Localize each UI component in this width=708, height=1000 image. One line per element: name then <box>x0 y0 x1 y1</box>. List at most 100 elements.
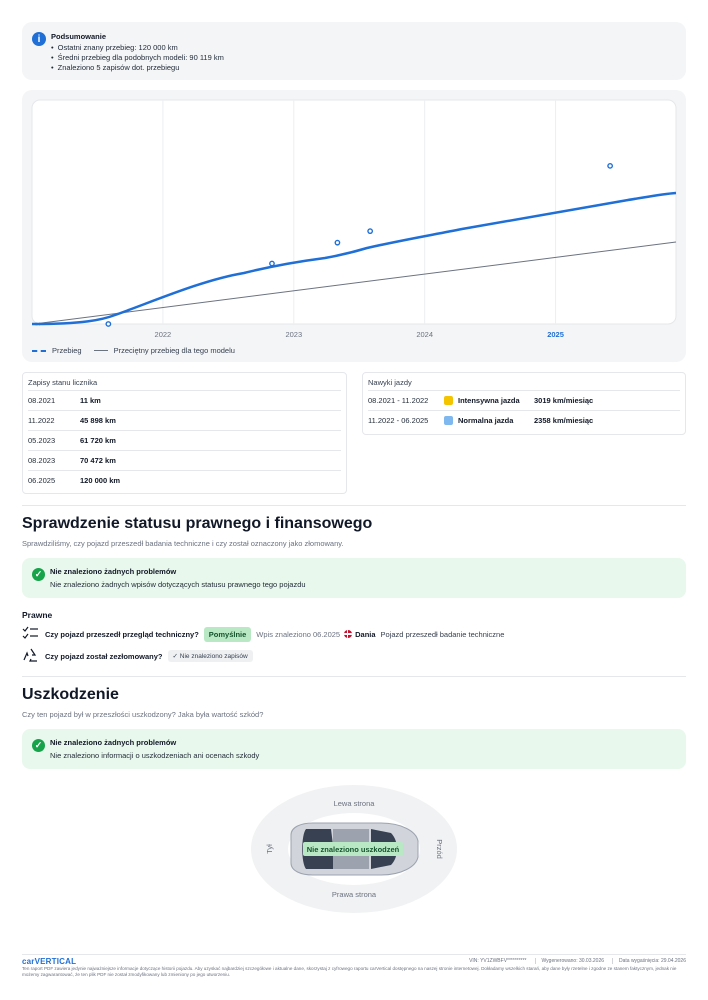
summary-list: Ostatni znany przebieg: 120 000 km Średn… <box>51 43 224 73</box>
section-divider <box>22 676 686 677</box>
inspection-question: Czy pojazd przeszedł przegląd techniczny… <box>45 629 199 639</box>
mileage-chart: 2022 2023 2024 2025 <box>31 99 677 339</box>
habits-title: Nawyki jazdy <box>368 378 412 387</box>
side-left-label: Lewa strona <box>334 799 376 808</box>
scrap-row: Czy pojazd został zezłomowany? ✓ Nie zna… <box>22 648 253 664</box>
checklist-icon <box>22 626 38 639</box>
reading-date: 08.2021 <box>28 395 56 405</box>
scrap-status-text: Nie znaleziono zapisów <box>179 653 248 660</box>
legend-mileage-swatch <box>32 349 46 352</box>
scrap-status-badge: ✓ Nie znaleziono zapisów <box>167 650 253 662</box>
legal-ok-card: ✓ Nie znaleziono żadnych problemów Nie z… <box>22 558 686 598</box>
legal-ok-text: Nie znaleziono żadnych wpisów dotyczącyc… <box>50 580 306 589</box>
mileage-point <box>269 260 275 267</box>
legal-section-title: Prawne <box>22 610 53 620</box>
x-tick-label: 2024 <box>416 330 433 339</box>
reading-value: 11 km <box>80 395 101 405</box>
legend-avg-swatch <box>93 350 108 351</box>
checkmark-icon: ✓ <box>172 653 180 660</box>
reading-value: 45 898 km <box>80 415 116 425</box>
mileage-point <box>367 228 374 235</box>
inspection-note: Pojazd przeszedł badanie techniczne <box>380 629 505 639</box>
habit-label: Intensywna jazda <box>458 395 520 405</box>
mileage-line <box>33 191 677 326</box>
check-circle-icon: ✓ <box>32 739 45 752</box>
footer-expires: Data wygaśnięcia: 29.04.2026 <box>612 958 686 964</box>
damage-diagram: Lewa strona Prawa strona Tył Przód Nie z… <box>251 785 457 913</box>
legal-subtitle: Sprawdziliśmy, czy pojazd przeszedł bada… <box>22 539 344 548</box>
x-tick-label: 2022 <box>155 330 172 339</box>
mileage-point <box>334 239 341 246</box>
habit-rate: 3019 km/miesiąc <box>534 395 594 405</box>
info-icon: i <box>32 32 46 46</box>
reading-value: 61 720 km <box>80 435 116 445</box>
odometer-readings-table: Zapisy stanu licznika 08.2021 11 km 11.2… <box>22 372 347 494</box>
no-damage-badge-bg <box>303 842 403 856</box>
carvertical-logo: carVERTICAL <box>22 957 77 966</box>
summary-item: Ostatni znany przebieg: 120 000 km <box>51 43 224 53</box>
habit-label: Normalna jazda <box>458 415 514 425</box>
reading-value: 70 472 km <box>80 455 116 465</box>
summary-title: Podsumowanie <box>51 32 107 41</box>
chart-points <box>105 162 614 327</box>
habit-rate: 2358 km/miesiąc <box>534 415 594 425</box>
chart-legend: Przebieg Przeciętny przebieg dla tego mo… <box>32 346 235 355</box>
damage-ok-text: Nie znaleziono informacji o uszkodzeniac… <box>50 751 260 760</box>
rear-label: Tył <box>265 844 274 854</box>
table-row: 11.2022 - 06.2025 Normalna jazda 2358 km… <box>368 410 680 430</box>
footer-vin: VIN: YV1ZWBFV********** <box>469 958 527 964</box>
table-row: 06.2025 120 000 km <box>28 470 341 490</box>
front-label: Przód <box>435 839 444 859</box>
summary-item: Znaleziono 5 zapisów dot. przebiegu <box>51 63 224 73</box>
habit-range: 08.2021 - 11.2022 <box>368 395 429 405</box>
table-row: 08.2021 - 11.2022 Intensywna jazda 3019 … <box>368 390 680 410</box>
recycle-icon <box>23 648 37 662</box>
scrap-question: Czy pojazd został zezłomowany? <box>45 651 163 661</box>
legal-ok-title: Nie znaleziono żadnych problemów <box>50 567 177 576</box>
reading-date: 06.2025 <box>28 475 56 485</box>
inspection-found: Wpis znaleziono 06.2025 <box>256 629 341 639</box>
habit-range: 11.2022 - 06.2025 <box>368 415 429 425</box>
damage-subtitle: Czy ten pojazd był w przeszłości uszkodz… <box>22 710 264 719</box>
reading-date: 11.2022 <box>28 415 55 425</box>
section-divider <box>22 505 686 506</box>
avg-mileage-line <box>33 241 677 325</box>
footer-disclaimer: Ten raport PDF zawiera jedynie najważnie… <box>22 966 677 977</box>
table-row: 08.2021 11 km <box>28 390 341 410</box>
normal-swatch <box>444 415 453 425</box>
table-row: 08.2023 70 472 km <box>28 450 341 470</box>
inspection-row: Czy pojazd przeszedł przegląd techniczny… <box>22 626 504 642</box>
footer-generated: Wygenerowano: 30.03.2026 <box>534 958 604 964</box>
footer-meta: VIN: YV1ZWBFV********** Wygenerowano: 30… <box>469 958 686 964</box>
chart-x-ticks: 2022 2023 2024 2025 <box>155 330 564 339</box>
intensive-swatch <box>444 395 453 405</box>
mileage-chart-card: 2022 2023 2024 2025 Przebieg Przeciętny prz… <box>22 90 686 362</box>
inspection-country: Dania <box>355 629 376 639</box>
denmark-flag-icon <box>344 630 353 638</box>
side-right-label: Prawa strona <box>332 890 377 899</box>
readings-title: Zapisy stanu licznika <box>28 378 98 387</box>
footer-divider <box>22 954 686 955</box>
chart-plot-frame <box>31 99 677 325</box>
damage-ok-card: ✓ Nie znaleziono żadnych problemów Nie z… <box>22 729 686 769</box>
no-damage-badge: Nie znaleziono uszkodzeń <box>307 845 400 854</box>
reading-date: 08.2023 <box>28 455 56 465</box>
summary-card: i Podsumowanie Ostatni znany przebieg: 1… <box>22 22 686 80</box>
inspection-status-badge: Pomyślnie <box>203 626 252 642</box>
damage-ok-title: Nie znaleziono żadnych problemów <box>50 738 177 747</box>
reading-value: 120 000 km <box>80 475 121 485</box>
legend-mileage-label: Przebieg <box>52 346 82 355</box>
x-tick-label: 2025 <box>547 330 564 339</box>
legal-heading: Sprawdzenie statusu prawnego i finansowe… <box>22 515 373 532</box>
x-tick-label: 2023 <box>285 330 302 339</box>
table-row: 05.2023 61 720 km <box>28 430 341 450</box>
mileage-point <box>607 162 614 169</box>
legend-avg-label: Przeciętny przebieg dla tego modelu <box>113 346 235 355</box>
damage-heading: Uszkodzenie <box>22 686 119 703</box>
summary-item: Średni przebieg dla podobnych modeli: 90… <box>51 53 224 63</box>
driving-habits-table: Nawyki jazdy 08.2021 - 11.2022 Intensywn… <box>362 372 686 435</box>
table-row: 11.2022 45 898 km <box>28 410 341 430</box>
reading-date: 05.2023 <box>28 435 56 445</box>
mileage-point <box>105 321 112 327</box>
check-circle-icon: ✓ <box>32 568 45 581</box>
